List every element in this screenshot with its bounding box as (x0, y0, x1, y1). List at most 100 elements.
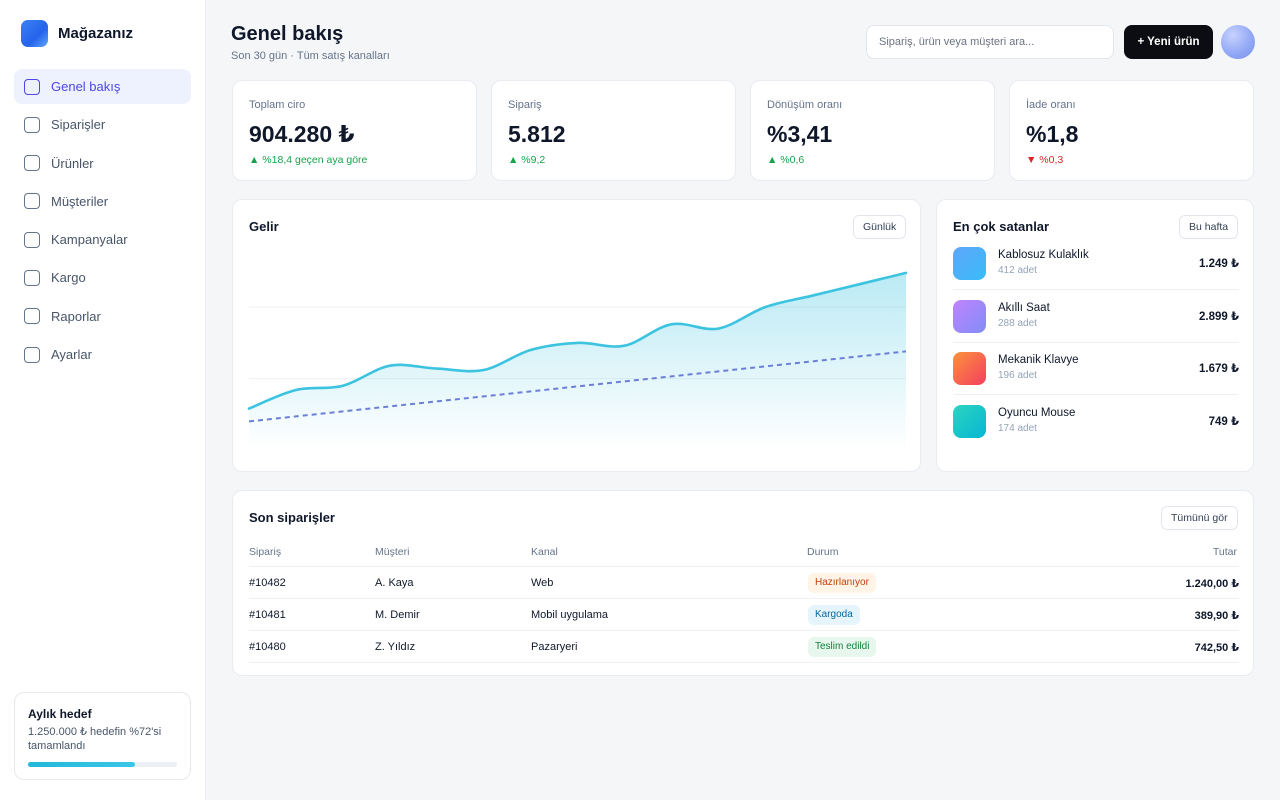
top-sellers-title: En çok satanlar (953, 219, 1050, 234)
order-channel: Pazaryeri (531, 641, 578, 653)
order-customer: M. Demir (375, 609, 420, 621)
table-row[interactable]: #10480 Z. Yıldız Pazaryeri Teslim edildi… (249, 631, 1239, 663)
sidebar-item-label: Kargo (51, 270, 86, 286)
sidebar-item-urunler[interactable]: Ürünler (14, 146, 191, 181)
sidebar-item-genel-bakis[interactable]: Genel bakış (14, 69, 191, 104)
checkbox-icon (24, 308, 40, 325)
product-price: 749 ₺ (1208, 416, 1239, 428)
kpi-label: Toplam ciro (249, 99, 306, 111)
product-name: Oyuncu Mouse (998, 407, 1076, 419)
monthly-goal-card: Aylık hedef 1.250.000 ₺ hedefin %72'si t… (14, 692, 191, 780)
product-quantity: 288 adet (998, 318, 1037, 329)
goal-title: Aylık hedef (28, 707, 92, 721)
kpi-card-total-revenue: Toplam ciro 904.280 ₺ ▲ %18,4 geçen aya … (232, 80, 477, 181)
this-week-button[interactable]: Bu hafta (1179, 215, 1239, 239)
order-channel: Mobil uygulama (531, 609, 609, 621)
kpi-label: Dönüşüm oranı (767, 99, 843, 111)
checkbox-icon (24, 78, 40, 95)
revenue-line (247, 271, 908, 410)
sidebar-item-raporlar[interactable]: Raporlar (14, 299, 191, 334)
brand[interactable]: Mağazanız (21, 20, 133, 47)
checkbox-icon (24, 193, 40, 210)
column-header-status: Durum (807, 546, 839, 558)
revenue-area (249, 272, 906, 450)
sidebar-item-musteriler[interactable]: Müşteriler (14, 184, 191, 219)
sidebar-nav: Genel bakış Siparişler Ürünler Müşterile… (14, 69, 191, 375)
search-input[interactable] (866, 25, 1114, 59)
kpi-card-conversion: Dönüşüm oranı %3,41 ▲ %0,6 (750, 80, 995, 181)
order-amount: 742,50 ₺ (1194, 642, 1239, 654)
product-thumbnail (953, 247, 986, 280)
status-badge: Kargoda (808, 605, 860, 625)
daily-period-button[interactable]: Günlük (853, 215, 907, 239)
recent-orders-title: Son siparişler (249, 510, 335, 525)
product-thumbnail (953, 405, 986, 438)
kpi-delta: ▲ %18,4 geçen aya göre (249, 154, 368, 166)
order-id: #10481 (249, 609, 286, 621)
order-customer: Z. Yıldız (375, 641, 416, 653)
product-name: Kablosuz Kulaklık (998, 249, 1089, 261)
kpi-delta: ▲ %9,2 (508, 154, 546, 166)
kpi-card-return-rate: İade oranı %1,8 ▼ %0,3 (1009, 80, 1254, 181)
kpi-delta: ▲ %0,6 (767, 154, 805, 166)
column-header-customer: Müşteri (375, 546, 410, 558)
kpi-value: %1,8 (1026, 121, 1079, 147)
product-thumbnail (953, 300, 986, 333)
product-quantity: 412 adet (998, 265, 1037, 276)
sidebar-item-kampanyalar[interactable]: Kampanyalar (14, 222, 191, 257)
goal-progress-fill (28, 762, 136, 767)
top-seller-item[interactable]: Oyuncu Mouse 174 adet 749 ₺ (953, 396, 1239, 448)
avatar[interactable] (1221, 25, 1255, 59)
column-header-order: Sipariş (249, 546, 282, 558)
sidebar-item-label: Raporlar (51, 308, 101, 324)
kpi-label: Sipariş (508, 99, 542, 111)
page-title: Genel bakış (231, 23, 344, 45)
revenue-title: Gelir (249, 219, 279, 234)
product-price: 2.899 ₺ (1199, 311, 1239, 323)
sidebar-item-kargo[interactable]: Kargo (14, 260, 191, 295)
new-product-button[interactable]: + Yeni ürün (1124, 25, 1213, 59)
order-customer: A. Kaya (375, 577, 414, 589)
sidebar-item-label: Müşteriler (51, 193, 109, 209)
order-id: #10482 (249, 577, 286, 589)
product-quantity: 174 adet (998, 423, 1037, 434)
kpi-card-orders: Sipariş 5.812 ▲ %9,2 (491, 80, 736, 181)
top-seller-item[interactable]: Akıllı Saat 288 adet 2.899 ₺ (953, 291, 1239, 343)
sidebar-item-label: Genel bakış (51, 79, 121, 94)
kpi-value: %3,41 (767, 121, 833, 147)
table-divider (249, 566, 1239, 567)
kpi-value: 5.812 (508, 121, 566, 147)
sidebar-item-label: Ürünler (51, 155, 94, 171)
sidebar-item-label: Kampanyalar (51, 232, 128, 248)
product-name: Mekanik Klavye (998, 354, 1079, 366)
column-header-amount: Tutar (1212, 546, 1237, 558)
product-price: 1.679 ₺ (1199, 363, 1239, 375)
sidebar-item-ayarlar[interactable]: Ayarlar (14, 337, 191, 372)
top-sellers-card: En çok satanlar Bu hafta Kablosuz Kulakl… (936, 199, 1254, 472)
order-channel: Web (531, 577, 554, 589)
checkbox-icon (24, 231, 40, 248)
checkbox-icon (24, 155, 40, 172)
top-seller-item[interactable]: Kablosuz Kulaklık 412 adet 1.249 ₺ (953, 238, 1239, 290)
sidebar: Mağazanız Genel bakış Siparişler Ürünler… (0, 0, 206, 800)
revenue-chart-card: Gelir Günlük (232, 199, 921, 472)
order-id: #10480 (249, 641, 286, 653)
table-row[interactable]: #10482 A. Kaya Web Hazırlanıyor 1.240,00… (249, 567, 1239, 599)
sidebar-item-label: Ayarlar (51, 347, 92, 363)
brand-name: Mağazanız (58, 25, 134, 42)
page-subtitle: Son 30 gün · Tüm satış kanalları (231, 50, 390, 62)
sidebar-item-siparisler[interactable]: Siparişler (14, 107, 191, 142)
table-row[interactable]: #10481 M. Demir Mobil uygulama Kargoda 3… (249, 599, 1239, 631)
sidebar-item-label: Siparişler (51, 117, 106, 133)
checkbox-icon (24, 116, 40, 133)
order-amount: 389,90 ₺ (1194, 610, 1239, 622)
order-amount: 1.240,00 ₺ (1185, 578, 1239, 590)
view-all-button[interactable]: Tümünü gör (1161, 506, 1238, 530)
product-thumbnail (953, 352, 986, 385)
recent-orders-card: Son siparişler Tümünü gör Sipariş Müşter… (232, 490, 1254, 676)
target-line (248, 350, 907, 423)
status-badge: Hazırlanıyor (808, 573, 876, 593)
kpi-value: 904.280 ₺ (249, 121, 355, 147)
product-name: Akıllı Saat (998, 302, 1050, 314)
top-seller-item[interactable]: Mekanik Klavye 196 adet 1.679 ₺ (953, 343, 1239, 395)
